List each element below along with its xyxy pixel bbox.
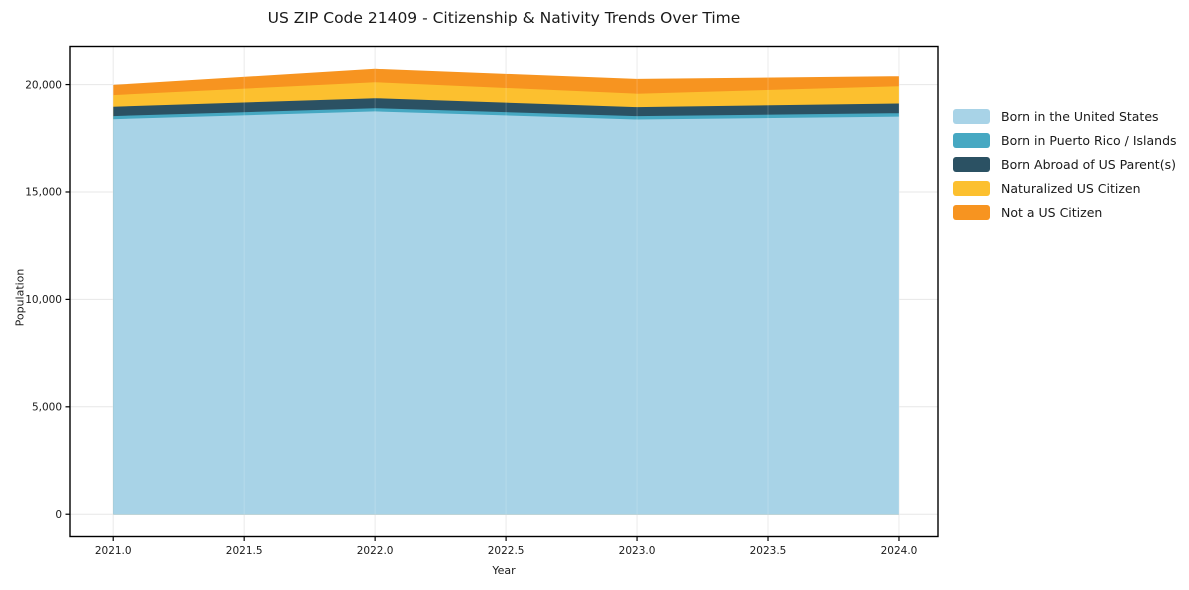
legend-item-born-abroad-of-us-parent-s: Born Abroad of US Parent(s) bbox=[953, 152, 1177, 176]
legend-swatch bbox=[953, 108, 990, 124]
legend: Born in the United States Born in Puerto … bbox=[953, 104, 1177, 224]
legend-item-naturalized-us-citizen: Naturalized US Citizen bbox=[953, 176, 1177, 200]
legend-swatch bbox=[953, 156, 990, 172]
legend-label: Born in Puerto Rico / Islands bbox=[1001, 132, 1177, 148]
y-tick-label: 5,000 bbox=[32, 402, 62, 414]
x-tick-label: 2024.0 bbox=[881, 545, 918, 557]
legend-swatch bbox=[953, 204, 990, 220]
y-tick-label: 20,000 bbox=[25, 79, 62, 91]
y-tick-label: 0 bbox=[55, 509, 62, 521]
legend-item-not-a-us-citizen: Not a US Citizen bbox=[953, 200, 1177, 224]
x-axis-label: Year bbox=[492, 564, 516, 577]
legend-label: Not a US Citizen bbox=[1001, 204, 1103, 220]
x-tick-label: 2022.0 bbox=[357, 545, 394, 557]
legend-swatch bbox=[953, 180, 990, 196]
legend-item-born-in-puerto-rico-islands: Born in Puerto Rico / Islands bbox=[953, 128, 1177, 152]
x-tick-label: 2023.0 bbox=[619, 545, 656, 557]
x-tick-label: 2021.5 bbox=[226, 545, 263, 557]
x-tick-label: 2021.0 bbox=[95, 545, 132, 557]
x-tick-label: 2022.5 bbox=[488, 545, 525, 557]
y-tick-label: 15,000 bbox=[25, 187, 62, 199]
legend-item-born-in-the-united-states: Born in the United States bbox=[953, 104, 1177, 128]
chart-title: US ZIP Code 21409 - Citizenship & Nativi… bbox=[267, 9, 741, 27]
area-born-in-the-united-states bbox=[113, 111, 899, 515]
y-axis-label: Population bbox=[13, 268, 27, 327]
plot-border bbox=[69, 45, 939, 538]
y-tick-label: 10,000 bbox=[25, 294, 62, 306]
legend-label: Born Abroad of US Parent(s) bbox=[1001, 156, 1176, 172]
legend-label: Naturalized US Citizen bbox=[1001, 180, 1141, 196]
legend-swatch bbox=[953, 132, 990, 148]
x-tick-label: 2023.5 bbox=[750, 545, 787, 557]
legend-label: Born in the United States bbox=[1001, 108, 1159, 124]
